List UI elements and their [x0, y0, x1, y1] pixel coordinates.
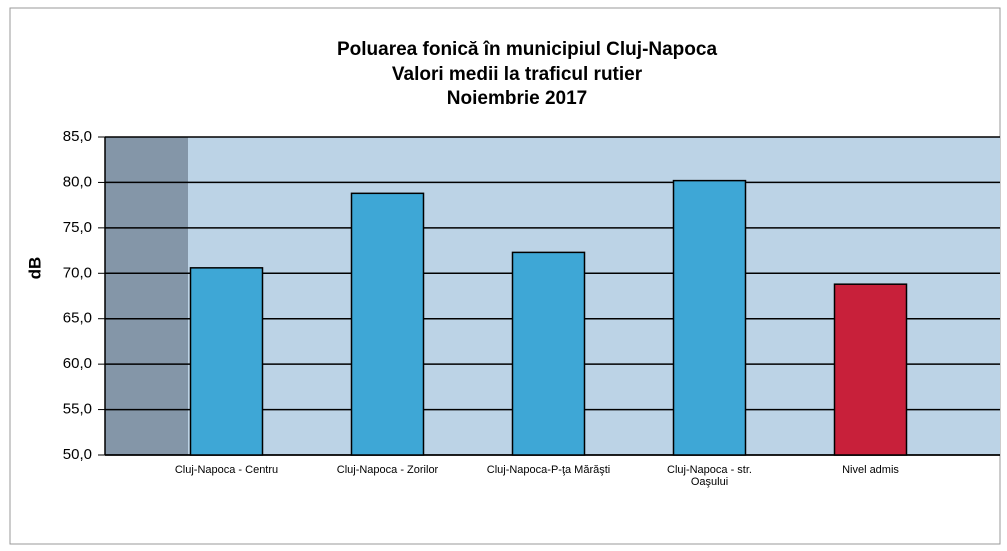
- x-tick-label: Cluj-Napoca - str. Oaşului: [667, 464, 752, 488]
- x-tick-label: Cluj-Napoca - Zorilor: [337, 464, 439, 476]
- y-tick-label: 50,0: [63, 446, 92, 463]
- chart-title: Noiembrie 2017: [447, 88, 587, 109]
- y-tick-label: 85,0: [63, 128, 92, 145]
- x-tick-label: Cluj-Napoca - Centru: [175, 464, 278, 476]
- bar: [511, 251, 586, 456]
- x-tick-label: Nivel admis: [842, 464, 899, 476]
- y-tick-label: 75,0: [63, 219, 92, 236]
- y-tick-label: 60,0: [63, 355, 92, 372]
- y-axis-label: dB: [25, 257, 44, 280]
- y-tick-label: 80,0: [63, 173, 92, 190]
- bar: [350, 192, 425, 456]
- chart-title: Valori medii la traficul rutier: [392, 64, 643, 85]
- y-tick-label: 55,0: [63, 401, 92, 418]
- bar: [189, 267, 264, 456]
- bar: [672, 179, 747, 456]
- plot-side-wall: [105, 137, 188, 455]
- bar: [833, 283, 908, 456]
- x-tick-label: Cluj-Napoca-P-ţa Mărăşti: [487, 464, 610, 476]
- y-tick-label: 70,0: [63, 264, 92, 281]
- chart-title: Poluarea fonică în municipiul Cluj-Napoc…: [337, 39, 717, 60]
- y-tick-label: 65,0: [63, 310, 92, 327]
